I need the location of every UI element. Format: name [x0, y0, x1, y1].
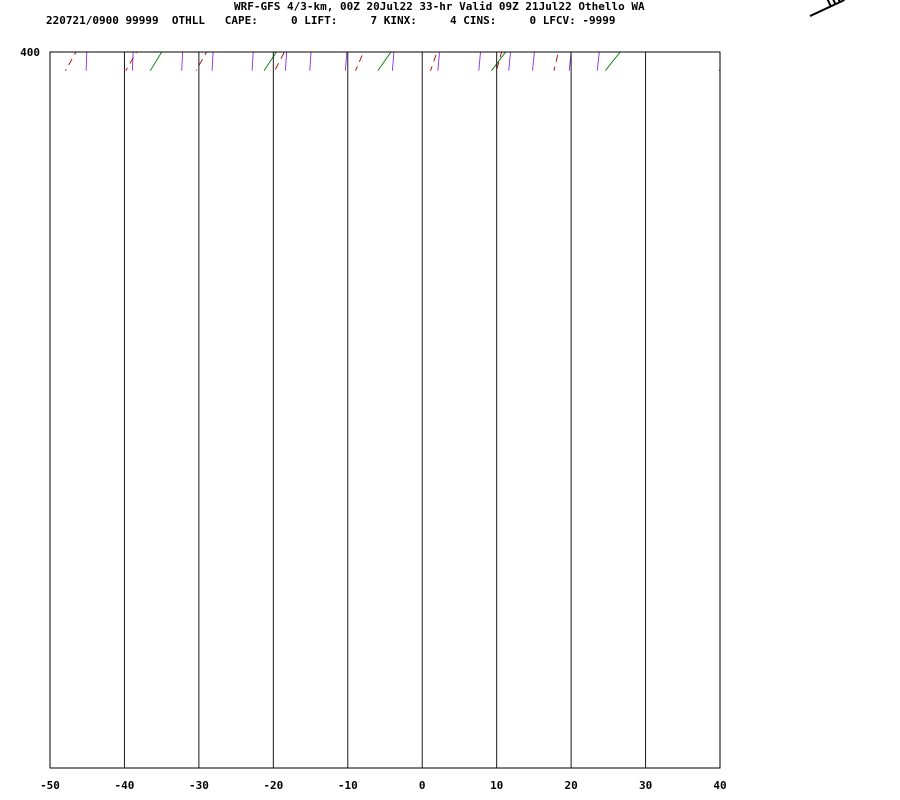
moist-adiabat-line [553, 52, 559, 71]
sounding-profiles [93, 0, 620, 34]
mixing-ratio-line [85, 52, 88, 71]
axis-tick-labels: 4005006007008009001000-50-40-30-20-10010… [20, 46, 727, 792]
moist-adiabat-line [0, 0, 385, 71]
mixing-ratio-line [437, 52, 440, 71]
wind-barb-feather [832, 0, 837, 5]
mixing-ratio-line [309, 52, 312, 71]
mixing-ratio-line [391, 52, 395, 71]
moist-adiabat-line [274, 52, 285, 71]
mixing-ratio-line [532, 52, 535, 71]
temperature-tick-label: 10 [490, 779, 503, 792]
mixing-ratio-line [211, 52, 214, 71]
dry-adiabat-line [263, 52, 277, 71]
grid-lines [49, 51, 721, 768]
plot-frame [49, 51, 721, 769]
dewpoint-profile-line [93, 0, 468, 34]
chart-header-line2: 220721/0900 99999 OTHLL CAPE: 0 LIFT: 7 … [46, 14, 616, 27]
wind-barb-staff [809, 0, 845, 17]
temperature-profile-line [253, 0, 619, 34]
moist-adiabat-line [0, 0, 199, 71]
mixing-ratio-line [478, 52, 481, 71]
mixing-ratio-line [181, 52, 184, 71]
moist-adiabat-line [14, 0, 422, 71]
temperature-tick-label: 20 [564, 779, 577, 792]
temperature-tick-label: -20 [263, 779, 283, 792]
moist-adiabat-line [0, 0, 236, 71]
chart-header-line1: WRF-GFS 4/3-km, 00Z 20Jul22 33-hr Valid … [234, 0, 645, 13]
mixing-ratio-line [508, 52, 511, 71]
dry-adiabat-line [149, 52, 163, 71]
mixing-ratio-line [251, 52, 254, 71]
wind-barbs [809, 0, 845, 17]
dry-adiabat-line [604, 52, 621, 71]
temperature-tick-label: -40 [114, 779, 134, 792]
moist-adiabat-line [0, 0, 310, 71]
dry-adiabat-line [0, 0, 73, 71]
wind-barb-feather [826, 0, 832, 7]
mixing-ratio-line [131, 52, 134, 71]
temperature-tick-label: 0 [419, 779, 426, 792]
dry-adiabats [0, 0, 900, 71]
dry-adiabat-line [833, 0, 900, 71]
pressure-tick-label: 400 [20, 46, 40, 59]
moist-adiabat-line [495, 52, 503, 71]
temperature-tick-label: -50 [40, 779, 60, 792]
moist-adiabat-line [0, 0, 273, 71]
temperature-tick-label: 40 [713, 779, 726, 792]
moist-adiabats [0, 0, 559, 71]
dry-adiabat-line [491, 52, 507, 71]
wind-barb [809, 0, 845, 17]
dry-adiabat-line [718, 68, 720, 71]
mixing-ratio-line [568, 52, 572, 71]
mixing-ratio-line [596, 52, 600, 71]
temperature-tick-label: 30 [639, 779, 652, 792]
moist-adiabat-line [195, 52, 208, 71]
temperature-tick-label: -30 [189, 779, 209, 792]
mixing-ratio-line [344, 52, 348, 71]
moist-adiabat-line [0, 0, 347, 71]
dry-adiabat-line [37, 0, 526, 71]
moist-adiabat-line [125, 52, 138, 71]
moist-adiabat-line [430, 52, 438, 71]
dry-adiabat-line [0, 0, 375, 71]
dry-adiabat-line [0, 0, 224, 71]
temperature-tick-label: -10 [338, 779, 358, 792]
